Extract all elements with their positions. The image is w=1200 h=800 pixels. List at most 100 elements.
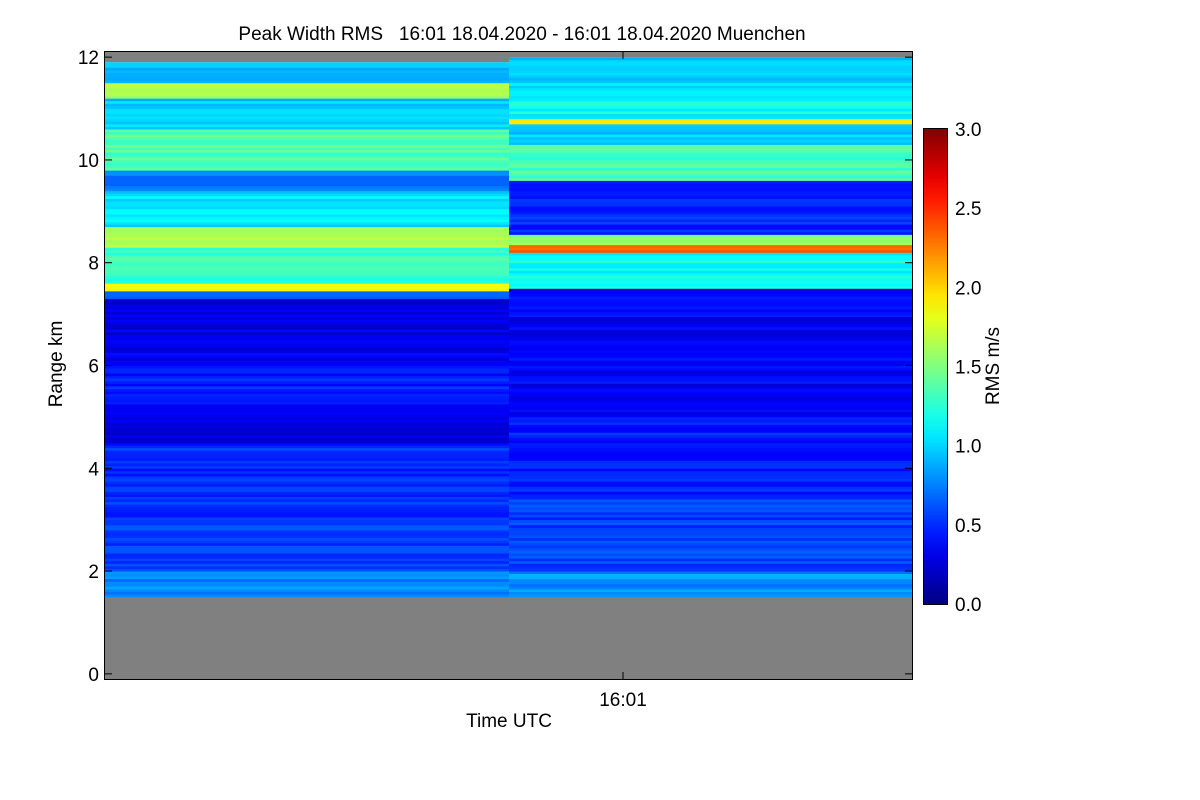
heatmap-cell	[509, 308, 912, 312]
heatmap-cell	[509, 463, 912, 467]
heatmap-cell	[105, 131, 509, 135]
heatmap-cell	[509, 90, 912, 94]
heatmap-cell	[509, 190, 912, 194]
heatmap-cell	[509, 422, 912, 425]
heatmap-cell	[105, 195, 509, 199]
chart-title: Peak Width RMS 16:01 18.04.2020 - 16:01 …	[238, 24, 805, 45]
heatmap-cell	[509, 460, 912, 464]
y-tick-label: 12	[78, 48, 99, 69]
heatmap-cell	[509, 139, 912, 143]
heatmap-cell	[509, 216, 912, 220]
heatmap-cell	[105, 360, 509, 364]
heatmap-cell	[509, 411, 912, 415]
heatmap-cell	[105, 496, 509, 500]
heatmap-cell	[509, 59, 912, 63]
heatmap-cell	[509, 201, 912, 205]
heatmap-cell	[105, 332, 509, 336]
heatmap-cell	[105, 185, 509, 189]
heatmap-cell	[105, 134, 509, 138]
heatmap-cell	[105, 275, 509, 279]
heatmap-cell	[509, 149, 912, 153]
heatmap-cell	[509, 175, 912, 179]
heatmap-cell	[105, 190, 509, 194]
heatmap-cell	[105, 404, 509, 408]
heatmap-cell	[105, 586, 509, 590]
heatmap-cell	[105, 450, 509, 454]
heatmap-cell	[509, 347, 912, 351]
heatmap-cell	[509, 95, 912, 99]
heatmap-cell	[509, 93, 912, 97]
heatmap-cell	[105, 594, 509, 598]
heatmap-cell	[105, 116, 509, 120]
heatmap-cell	[509, 219, 912, 222]
heatmap-cell	[105, 144, 509, 148]
heatmap-cell	[105, 165, 509, 169]
heatmap-cell	[105, 90, 509, 94]
heatmap-cell	[509, 136, 912, 140]
heatmap-cell	[105, 62, 509, 66]
heatmap-cell	[509, 594, 912, 598]
heatmap-cell	[509, 362, 912, 366]
heatmap-cell	[509, 129, 912, 133]
heatmap-cell	[509, 404, 912, 408]
heatmap-cell	[509, 458, 912, 461]
heatmap-cell	[509, 558, 912, 562]
heatmap-cell	[105, 509, 509, 513]
heatmap-cell	[509, 165, 912, 169]
heatmap-cell	[105, 558, 509, 562]
colorbar-label: RMS m/s	[983, 327, 1004, 405]
heatmap-cell	[509, 573, 912, 577]
heatmap-cell	[105, 108, 509, 112]
heatmap-cell	[105, 368, 509, 372]
heatmap-cell	[509, 172, 912, 176]
heatmap-cell	[105, 242, 509, 246]
heatmap-cell	[105, 111, 509, 115]
heatmap-cell	[509, 468, 912, 472]
heatmap-cell	[509, 100, 912, 104]
heatmap-cell	[105, 481, 509, 485]
heatmap-cell	[509, 177, 912, 181]
colorbar-tick-label: 1.5	[955, 358, 981, 379]
heatmap-cell	[509, 159, 912, 163]
heatmap-cell	[509, 183, 912, 187]
heatmap-cell	[509, 481, 912, 485]
heatmap-cell	[105, 298, 509, 302]
heatmap-cell	[509, 378, 912, 382]
heatmap-cell	[105, 398, 509, 402]
heatmap-cell	[509, 517, 912, 521]
heatmap-cell	[105, 167, 509, 171]
heatmap-cell	[105, 468, 509, 472]
heatmap-cell	[509, 208, 912, 212]
heatmap-cell	[105, 380, 509, 384]
heatmap-cell	[105, 213, 509, 217]
heatmap-cell	[509, 342, 912, 346]
heatmap-cell	[105, 409, 509, 413]
y-axis-label: Range km	[46, 321, 67, 408]
heatmap-cell	[509, 239, 912, 243]
heatmap-cell	[509, 231, 912, 235]
heatmap-cell	[509, 470, 912, 474]
heatmap-cell	[105, 478, 509, 482]
heatmap-cell	[509, 234, 912, 238]
heatmap-cell	[105, 288, 509, 292]
heatmap-cell	[509, 432, 912, 436]
heatmap-cell	[105, 280, 509, 284]
heatmap-cell	[105, 396, 509, 400]
no-data-region	[105, 596, 509, 679]
heatmap-cell	[105, 532, 509, 536]
heatmap-cell	[509, 583, 912, 587]
heatmap-cell	[105, 67, 509, 71]
heatmap-cell	[509, 314, 912, 318]
heatmap-cell	[105, 198, 509, 202]
heatmap-cell	[105, 583, 509, 587]
heatmap-cell	[509, 357, 912, 361]
heatmap-cell	[105, 393, 509, 397]
heatmap-cell	[509, 337, 912, 341]
heatmap-cell	[105, 226, 509, 230]
heatmap-cell	[509, 288, 912, 292]
heatmap-cell	[509, 247, 912, 251]
heatmap-cell	[509, 473, 912, 477]
heatmap-cell	[509, 321, 912, 325]
heatmap-cell	[105, 545, 509, 549]
heatmap-cell	[105, 571, 509, 575]
